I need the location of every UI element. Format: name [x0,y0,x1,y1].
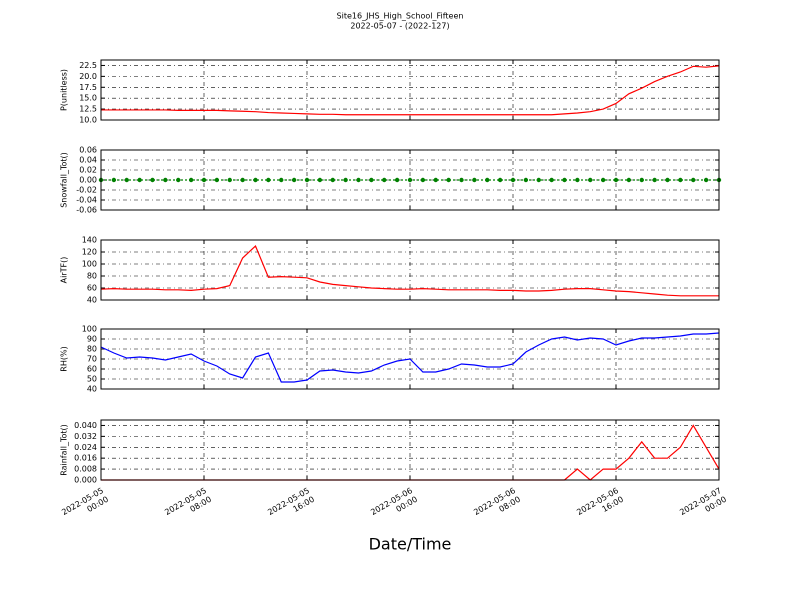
y-axis-label: RH(%) [60,346,69,371]
y-tick-label: 80 [87,272,97,281]
data-point [459,177,464,183]
y-axis-label: P(unitless) [60,69,69,111]
data-point [433,177,438,183]
y-tick-label: 40 [87,296,97,305]
plot-frame [100,328,720,390]
data-point [472,177,477,183]
data-point [639,177,644,183]
data-point [304,177,310,183]
data-line [100,332,720,383]
plot-frame [100,239,720,301]
y-tick-label: 0.02 [79,166,97,175]
data-point [394,177,400,183]
data-point [266,177,271,183]
data-point [111,177,117,183]
data-point [575,177,580,183]
y-tick-label: 20.0 [79,72,97,81]
data-point [279,177,284,183]
data-line [100,244,719,297]
data-line [101,65,720,116]
data-point [523,177,529,183]
plot-frame [100,149,720,211]
data-point [536,177,541,183]
data-point [626,177,632,183]
y-tick-label: 0.000 [74,476,97,485]
data-point [678,177,683,183]
data-point [201,177,207,183]
title: Site16_JHS_High_School_Fifteen [337,12,464,21]
data-point [497,177,503,183]
data-point [214,177,220,183]
y-tick-label: 40 [87,385,97,394]
y-axis-label: Snowfall_Tot() [60,152,69,208]
y-tick-label: -0.04 [76,196,97,205]
y-tick-label: 60 [87,284,97,293]
y-tick-label: 17.5 [79,83,97,92]
y-tick-label: -0.06 [76,206,97,215]
data-point [703,177,709,183]
y-tick-label: 100 [82,325,97,334]
y-tick-label: 0.032 [74,432,97,441]
data-point [253,177,258,183]
y-tick-label: 100 [82,260,97,269]
data-point [588,177,593,183]
y-tick-label: 0.06 [79,146,97,155]
y-tick-label: 0.024 [74,443,97,452]
y-tick-label: 120 [82,248,97,257]
y-tick-label: 60 [87,365,97,374]
data-point [240,177,245,183]
y-tick-label: 0.00 [79,176,97,185]
subtitle: 2022-05-07 - (2022-127) [350,22,449,31]
data-point [691,177,696,183]
y-tick-label: 70 [87,355,97,364]
data-point [665,177,670,183]
data-point [369,177,374,183]
data-point [613,177,619,183]
y-tick-label: 12.5 [79,105,97,114]
data-point [420,177,426,183]
data-point [562,177,567,183]
y-tick-label: 80 [87,345,97,354]
data-point [124,177,129,183]
data-point [163,177,168,183]
y-axis-label: AirTF() [60,257,69,284]
data-point [343,177,348,183]
data-point [176,177,181,183]
y-tick-label: 140 [82,236,97,245]
y-tick-label: 50 [87,375,97,384]
y-tick-label: 10.0 [79,116,97,125]
data-point [317,177,323,183]
data-point [382,177,387,183]
plot-frame [100,419,720,481]
plot-frame [100,59,720,121]
y-tick-label: -0.02 [76,186,97,195]
data-point [652,177,657,183]
data-point [600,177,606,183]
y-tick-label: 0.008 [74,465,97,474]
data-point [485,177,490,183]
data-point [446,177,451,183]
y-tick-label: 90 [87,335,97,344]
y-tick-label: 0.040 [74,421,97,430]
y-axis-label: Rainfall_Tot() [60,424,69,476]
data-point [137,177,142,183]
data-point [510,177,516,183]
y-tick-label: 0.016 [74,454,97,463]
data-point [188,177,194,183]
x-axis-label: Date/Time [369,535,452,554]
y-tick-label: 15.0 [79,94,97,103]
data-point [150,177,155,183]
data-point [407,177,413,183]
data-point [291,177,297,183]
data-point [330,177,335,183]
y-tick-label: 22.5 [79,61,97,70]
data-point [227,177,232,183]
data-point [356,177,361,183]
y-tick-label: 0.04 [79,156,97,165]
data-point [549,177,554,183]
